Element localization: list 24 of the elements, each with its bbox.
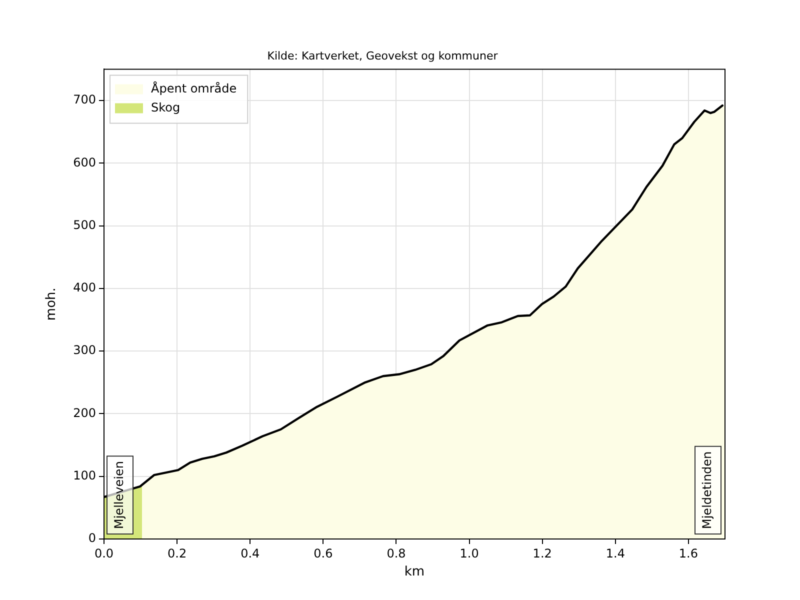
x-tick-label: 0.0 — [94, 546, 114, 560]
x-tick-label: 0.8 — [386, 546, 406, 560]
x-tick-label: 0.4 — [240, 546, 260, 560]
x-tick-label: 1.2 — [532, 546, 552, 560]
legend-label: Skog — [151, 100, 180, 114]
y-tick-label: 100 — [73, 468, 96, 482]
y-tick-label: 700 — [73, 92, 96, 107]
x-tick-label: 1.0 — [460, 546, 479, 560]
y-tick-label: 200 — [73, 406, 96, 420]
x-tick-label: 0.6 — [314, 546, 333, 560]
y-tick-label: 0 — [88, 531, 96, 546]
chart-title: Kilde: Kartverket, Geovekst og kommuner — [267, 49, 498, 62]
y-tick-label: 300 — [73, 343, 96, 358]
x-tick-label: 0.2 — [168, 546, 187, 560]
y-tick-label: 500 — [73, 218, 96, 232]
y-tick-label: 400 — [73, 280, 96, 295]
y-tick-label: 600 — [73, 155, 96, 170]
y-axis-title: moh. — [44, 288, 60, 321]
x-tick-label: 1.6 — [678, 546, 698, 560]
x-tick-label: 1.4 — [606, 546, 625, 560]
annotation: Mjeldetinden — [700, 451, 714, 529]
x-axis-title: km — [404, 564, 425, 580]
annotation: Mjelleveien — [112, 461, 126, 530]
legend-label: Åpent område — [151, 80, 237, 96]
